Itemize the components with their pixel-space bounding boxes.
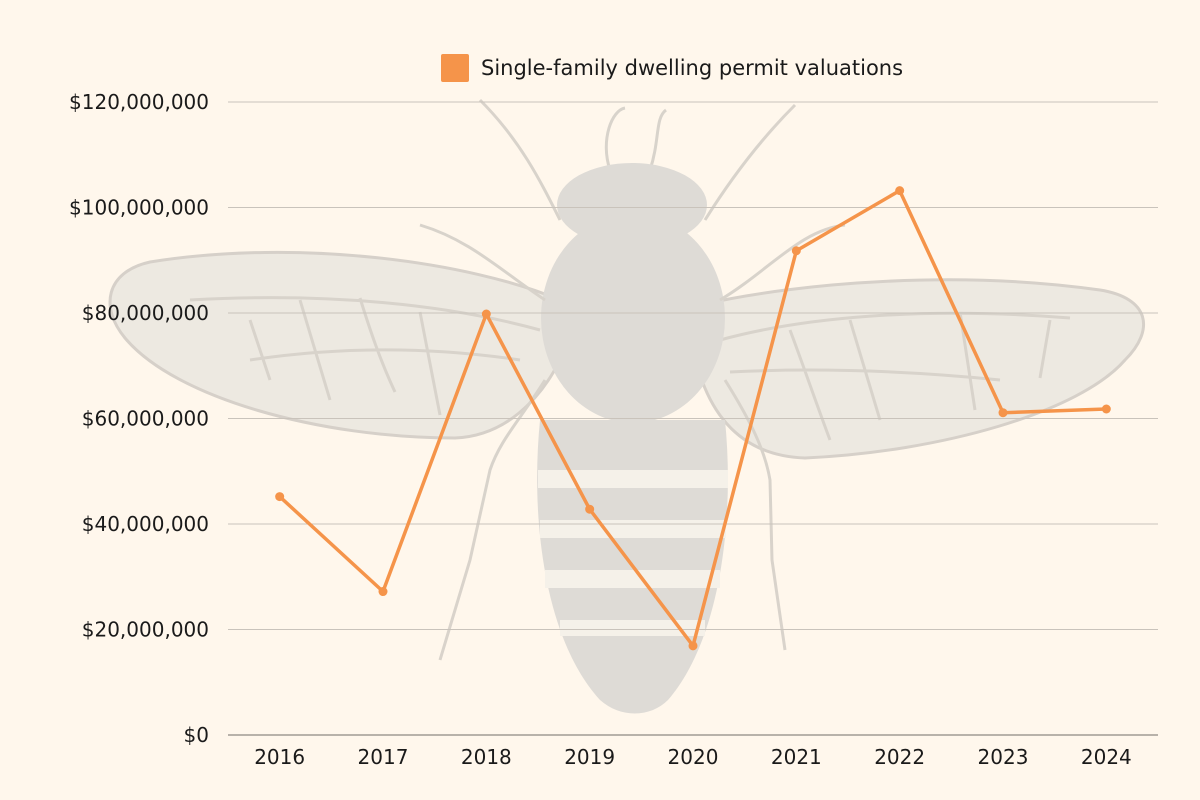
data-point (585, 504, 595, 514)
data-point (688, 641, 698, 651)
bee-antennae (604, 106, 668, 171)
x-axis-tick-labels: 2016 2017 2018 2019 2020 2021 2022 2023 2024 (254, 745, 1132, 769)
x-tick-label: 2022 (874, 745, 925, 769)
bee-left-wing-veins (189, 296, 541, 416)
x-tick-label: 2021 (771, 745, 822, 769)
legend-swatch (441, 54, 469, 82)
data-point (275, 492, 285, 502)
x-tick-label: 2019 (564, 745, 615, 769)
series-layer (275, 186, 1111, 651)
y-tick-label: $120,000,000 (69, 90, 209, 114)
x-tick-label: 2020 (668, 745, 719, 769)
bee-illustration (108, 98, 1146, 714)
y-axis-tick-labels: $0 $20,000,000 $40,000,000 $60,000,000 $80,0… (69, 90, 209, 747)
bee-legs (419, 98, 846, 661)
y-tick-label: $0 (184, 723, 209, 747)
x-tick-label: 2017 (358, 745, 409, 769)
data-point (481, 309, 491, 319)
legend: Single-family dwelling permit valuations (441, 54, 903, 82)
x-tick-label: 2018 (461, 745, 512, 769)
y-tick-label: $40,000,000 (82, 512, 209, 536)
bee-right-wing-veins (719, 311, 1071, 441)
bee-abdomen-stripes (538, 470, 728, 636)
data-point (998, 408, 1008, 418)
x-tick-label: 2024 (1081, 745, 1132, 769)
bee-thorax (541, 213, 725, 423)
bee-right-wing (698, 278, 1146, 460)
y-tick-label: $80,000,000 (82, 301, 209, 325)
y-tick-label: $100,000,000 (69, 196, 209, 220)
y-tick-label: $60,000,000 (82, 407, 209, 431)
y-tick-label: $20,000,000 (82, 618, 209, 642)
legend-label: Single-family dwelling permit valuations (481, 56, 903, 80)
x-tick-label: 2023 (978, 745, 1029, 769)
data-point (791, 246, 801, 256)
data-point (378, 587, 388, 597)
data-point (1101, 404, 1111, 414)
data-point (895, 186, 905, 196)
gridlines (228, 101, 1158, 630)
x-tick-label: 2016 (254, 745, 305, 769)
